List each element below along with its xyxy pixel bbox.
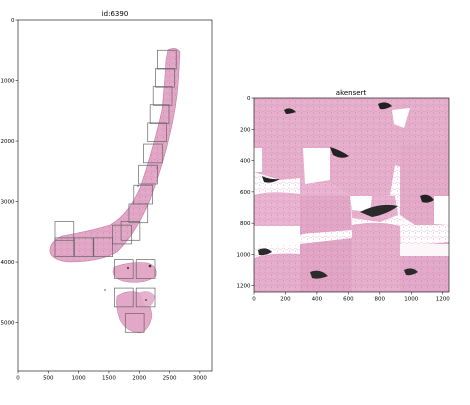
- wsi-x-tick-label: 1500: [102, 376, 116, 382]
- tile-box: [114, 287, 134, 308]
- tiled-x-tick-label: 400: [312, 297, 323, 303]
- tile-box: [155, 68, 175, 88]
- tiled-x-tick-label: 600: [343, 297, 354, 303]
- wsi-tiles: [54, 49, 177, 333]
- tiled-y-tick-label: 600: [240, 190, 251, 196]
- tiled-x-tick-label: 0: [252, 297, 256, 303]
- tiled-y-tick-label: 0: [247, 96, 251, 102]
- wsi-y-tick-label: 1000: [1, 79, 15, 85]
- wsi-x-tick-label: 3000: [193, 376, 207, 382]
- tile-box: [124, 313, 145, 333]
- tiled-panel: akensert: [237, 89, 451, 303]
- tiled-y-tick-label: 200: [240, 127, 251, 133]
- tile-box: [74, 237, 94, 257]
- wsi-axes: 0 500 1000 1500 2000 2500 3000 0 1000 2000 3000 400…: [1, 18, 208, 382]
- tiled-x-tick-label: 1200: [436, 297, 450, 303]
- tile-box: [149, 104, 170, 124]
- tiled-title: akensert: [336, 89, 367, 97]
- tile-box: [152, 86, 173, 106]
- tile-box: [135, 287, 156, 308]
- tile-box: [147, 122, 167, 142]
- wsi-plot-area: [18, 20, 212, 371]
- wsi-panel: id:6390 0 500 1000 1500 2000 2500 3: [1, 10, 213, 382]
- tile-box: [138, 164, 158, 185]
- tile-box: [143, 143, 163, 164]
- wsi-y-tick-label: 4000: [1, 260, 15, 266]
- wsi-y-tick-label: 5000: [1, 321, 15, 327]
- tile-box: [128, 203, 149, 224]
- wsi-tissue: [49, 48, 181, 334]
- tiled-y-tick-label: 800: [240, 221, 251, 227]
- tiled-y-tick-label: 1000: [237, 252, 251, 258]
- tile-box: [93, 237, 113, 257]
- wsi-x-tick-label: 500: [43, 376, 54, 382]
- tile-box: [54, 221, 75, 241]
- wsi-x-tick-label: 0: [16, 376, 20, 382]
- wsi-x-tick-label: 1000: [72, 376, 86, 382]
- tile-box: [157, 49, 177, 70]
- tiled-x-tick-label: 1000: [404, 297, 418, 303]
- tile-box: [120, 221, 141, 241]
- wsi-y-tick-label: 3000: [1, 200, 15, 206]
- tiled-y-tick-label: 400: [240, 159, 251, 165]
- wsi-y-tick-label: 2000: [1, 139, 15, 145]
- tile-box: [135, 259, 156, 279]
- tiled-axes: 0 200 400 600 800 1000 1200 0 200 400 600 800 1000 12…: [237, 96, 451, 303]
- tile-box: [112, 224, 132, 245]
- tiled-x-tick-label: 800: [375, 297, 386, 303]
- wsi-x-tick-label: 2500: [163, 376, 177, 382]
- tiled-x-tick-label: 200: [280, 297, 291, 303]
- wsi-x-tick-label: 2000: [132, 376, 146, 382]
- wsi-title: id:6390: [102, 10, 129, 18]
- wsi-y-tick-label: 0: [11, 18, 15, 24]
- tiled-mosaic: [254, 98, 449, 292]
- tile-box: [114, 259, 134, 279]
- tile-box: [54, 237, 75, 257]
- tiled-y-tick-label: 1200: [237, 284, 251, 290]
